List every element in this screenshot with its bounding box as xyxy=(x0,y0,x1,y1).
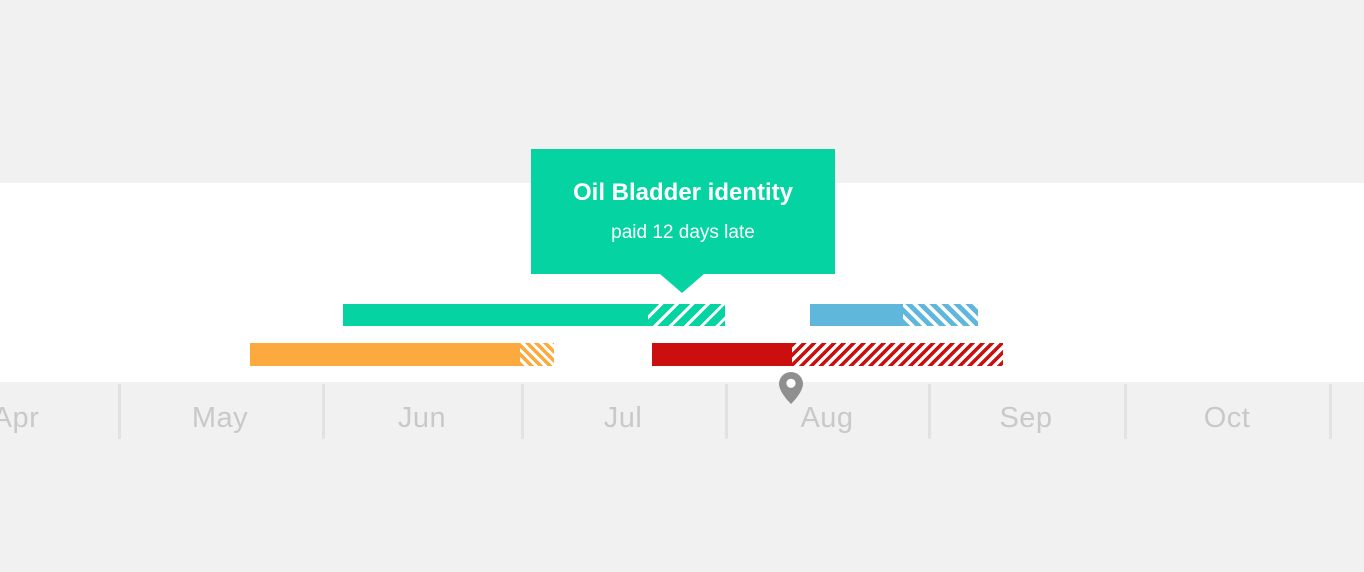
month-label-apr: Apr xyxy=(0,402,40,434)
tooltip-subtitle: paid 12 days late xyxy=(611,222,755,243)
tooltip: Oil Bladder identity paid 12 days late xyxy=(531,149,835,274)
blue-bar-hatched[interactable] xyxy=(903,304,978,326)
month-label-jun: Jun xyxy=(397,402,447,434)
tooltip-title: Oil Bladder identity xyxy=(572,179,794,206)
green-bar-hatched[interactable] xyxy=(648,304,725,326)
axis-tick xyxy=(118,384,121,439)
tooltip-pointer-icon xyxy=(660,274,704,293)
orange-bar-hatched[interactable] xyxy=(520,343,554,366)
red-bar-solid[interactable] xyxy=(652,343,792,366)
map-pin-icon xyxy=(779,372,803,404)
green-bar-solid[interactable] xyxy=(343,304,648,326)
month-label-oct: Oct xyxy=(1203,402,1251,434)
axis-tick xyxy=(1124,384,1127,439)
blue-bar-solid[interactable] xyxy=(810,304,903,326)
month-label-aug: Aug xyxy=(800,402,854,434)
axis-tick xyxy=(1329,384,1332,439)
axis-tick xyxy=(521,384,524,439)
orange-bar-solid[interactable] xyxy=(250,343,520,366)
month-label-jul: Jul xyxy=(603,402,643,434)
red-bar-hatched[interactable] xyxy=(792,343,1003,366)
axis-tick xyxy=(725,384,728,439)
axis-tick xyxy=(928,384,931,439)
axis-tick xyxy=(322,384,325,439)
month-label-sep: Sep xyxy=(999,402,1053,434)
month-label-may: May xyxy=(191,402,249,434)
